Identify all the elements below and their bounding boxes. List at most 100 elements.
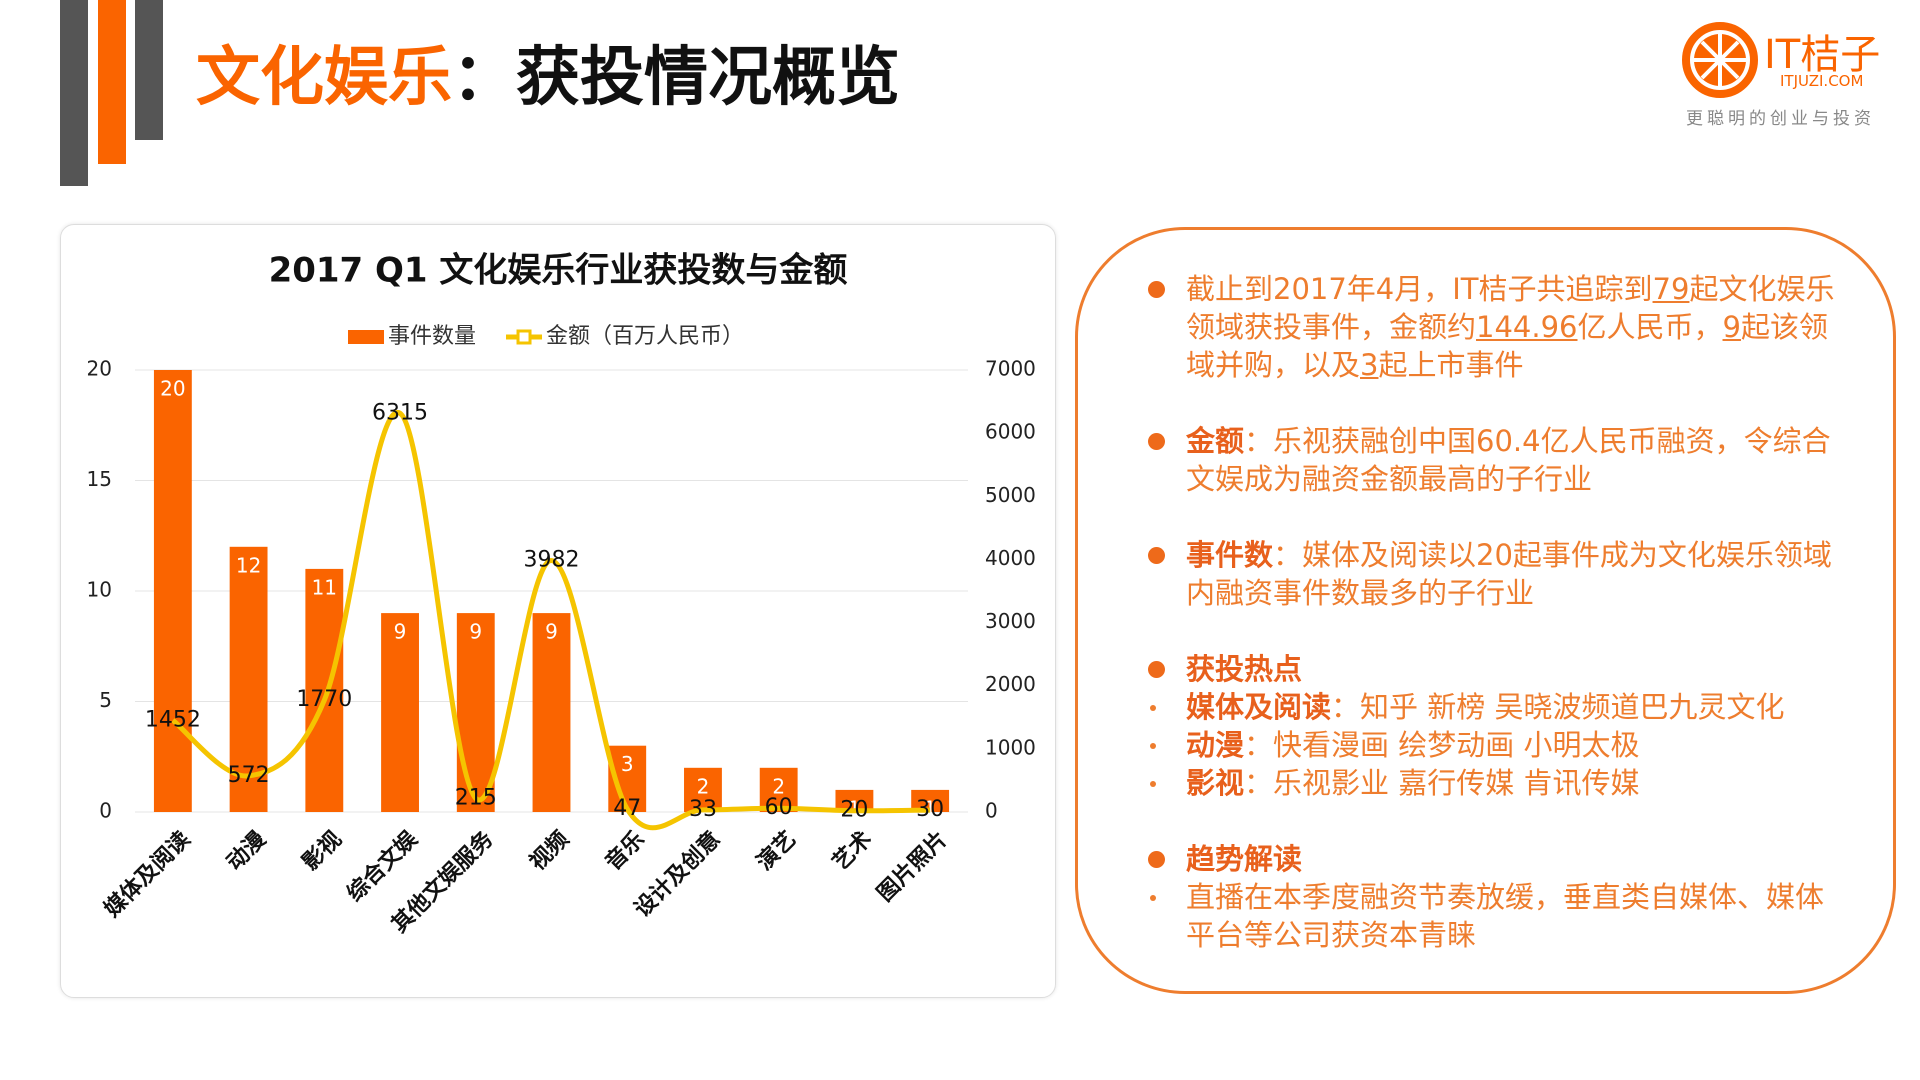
bar-value-label: 11 — [312, 575, 337, 599]
highlight-number: 79 — [1652, 272, 1690, 306]
sub-bullet — [1150, 781, 1156, 787]
y-tick-label: 0 — [99, 799, 112, 823]
panel-item: 金额：乐视获融创中国60.4亿人民币融资，令综合文娱成为融资金额最高的子行业 — [1148, 422, 1838, 498]
bar-value-label: 3 — [621, 752, 634, 776]
item-label: 获投热点 — [1186, 652, 1303, 686]
sub-label: 动漫 — [1186, 728, 1245, 762]
y2-tick-label: 6000 — [985, 420, 1036, 444]
y-tick-label: 15 — [87, 467, 112, 491]
x-tick-label: 综合文娱 — [342, 825, 423, 906]
chart-card — [60, 224, 1056, 998]
sub-bullet — [1150, 743, 1156, 749]
line-value-label: 47 — [613, 796, 641, 821]
sub-text: 直播在本季度融资节奏放缓，垂直类自媒体、媒体平台等公司获资本青睐 — [1186, 880, 1825, 952]
item-text: 亿人民币， — [1577, 310, 1723, 344]
info-panel: 截止到2017年4月，IT桔子共追踪到79起文化娱乐领域获投事件，金额约144.… — [1075, 227, 1896, 994]
logo-name: IT桔子 — [1764, 32, 1881, 78]
bar-value-label: 2 — [697, 774, 710, 798]
bar-value-label: 2 — [772, 774, 785, 798]
x-tick-label: 演艺 — [752, 826, 802, 876]
bar — [456, 613, 495, 812]
item-text: 起上市事件 — [1378, 348, 1524, 382]
bar-value-label: 20 — [160, 377, 185, 401]
line-value-label: 3982 — [524, 548, 580, 573]
line-value-label: 572 — [228, 763, 270, 788]
highlight-number: 3 — [1360, 348, 1379, 382]
bar — [532, 613, 571, 812]
bar — [381, 613, 419, 812]
bar — [153, 370, 192, 812]
x-tick-label: 视频 — [524, 826, 574, 876]
page-title: 文化娱乐：获投情况概览 — [196, 38, 900, 118]
sub-item: 媒体及阅读：知乎 新榜 吴晓波频道巴九灵文化 — [1148, 688, 1838, 726]
item-text: 截止到2017年4月，IT桔子共追踪到 — [1186, 272, 1653, 306]
y-tick-label: 10 — [87, 578, 112, 602]
sub-text: ：乐视影业 嘉行传媒 肯讯传媒 — [1244, 766, 1640, 800]
deco-bar — [98, 0, 126, 164]
line-value-label: 30 — [916, 797, 944, 822]
sub-item: 动漫：快看漫画 绘梦动画 小明太极 — [1148, 726, 1838, 764]
bar-value-label: 9 — [469, 620, 482, 644]
sub-text: ：知乎 新榜 吴晓波频道巴九灵文化 — [1331, 690, 1785, 724]
line-value-label: 1770 — [296, 687, 352, 712]
deco-bar — [60, 0, 88, 186]
panel-item: 获投热点 媒体及阅读：知乎 新榜 吴晓波频道巴九灵文化 动漫：快看漫画 绘梦动画 小… — [1148, 650, 1838, 802]
legend-swatch — [516, 329, 532, 345]
bar-value-label: 9 — [394, 620, 407, 644]
logo-icon — [1682, 22, 1758, 98]
item-label: 趋势解读 — [1186, 842, 1303, 876]
legend-swatch — [348, 330, 384, 344]
line-value-label: 20 — [840, 798, 868, 823]
logo-url: ITJUZI.COM — [1780, 72, 1864, 90]
bar — [684, 767, 722, 812]
bar-value-label: 12 — [236, 553, 261, 577]
highlight-number: 9 — [1722, 310, 1741, 344]
x-tick-label: 影视 — [297, 826, 347, 876]
item-line: 事件数：媒体及阅读以20起事件成为文化娱乐领域内融资事件数最多的子行业 — [1186, 536, 1838, 612]
item-line: 获投热点 — [1186, 650, 1838, 688]
item-text: 起该领域并购，以及 — [1186, 310, 1828, 382]
bar — [305, 568, 344, 812]
panel-item: 截止到2017年4月，IT桔子共追踪到79起文化娱乐领域获投事件，金额约144.… — [1148, 270, 1838, 384]
line-value-label: 60 — [765, 795, 793, 820]
y2-tick-label: 3000 — [985, 609, 1036, 633]
bullet — [1148, 661, 1165, 678]
item-text: ：媒体及阅读以20起事件成为文化娱乐领域内融资事件数最多的子行业 — [1186, 538, 1832, 610]
title-highlight: 文化娱乐 — [196, 41, 452, 115]
line-value-label: 33 — [689, 797, 717, 822]
y2-tick-label: 1000 — [985, 735, 1036, 759]
sub-item: 影视：乐视影业 嘉行传媒 肯讯传媒 — [1148, 764, 1838, 802]
bar — [229, 546, 268, 812]
y2-tick-label: 4000 — [985, 546, 1036, 570]
panel-body: 截止到2017年4月，IT桔子共追踪到79起文化娱乐领域获投事件，金额约144.… — [1148, 270, 1838, 992]
y2-tick-label: 7000 — [985, 357, 1036, 381]
panel-item: 趋势解读直播在本季度融资节奏放缓，垂直类自媒体、媒体平台等公司获资本青睐 — [1148, 840, 1838, 954]
line-value-label: 6315 — [372, 400, 428, 425]
line — [171, 410, 931, 831]
legend-label: 金额（百万人民币） — [546, 324, 744, 349]
item-text: 起文化娱乐领域获投事件，金额约 — [1186, 272, 1835, 344]
sub-bullet — [1150, 705, 1156, 711]
highlight-number: 144.96 — [1476, 310, 1578, 344]
logo-slogan: 更聪明的创业与投资 — [1686, 109, 1875, 129]
line-value-label: 1452 — [145, 707, 201, 732]
logo: IT桔子 ITJUZI.COM 更聪明的创业与投资 — [1680, 20, 1900, 130]
y-tick-label: 20 — [87, 357, 112, 381]
x-tick-label: 艺术 — [827, 826, 877, 876]
bar — [835, 789, 874, 812]
bullet — [1148, 547, 1165, 564]
panel-item: 事件数：媒体及阅读以20起事件成为文化娱乐领域内融资事件数最多的子行业 — [1148, 536, 1838, 612]
y2-tick-label: 0 — [985, 799, 998, 823]
sub-bullet — [1150, 895, 1156, 901]
bar — [759, 767, 798, 812]
y2-tick-label: 2000 — [985, 672, 1036, 696]
sub-item: 直播在本季度融资节奏放缓，垂直类自媒体、媒体平台等公司获资本青睐 — [1148, 878, 1838, 954]
line-value-label: 215 — [455, 785, 497, 810]
x-tick-label: 动漫 — [222, 827, 271, 876]
item-text: ：乐视获融创中国60.4亿人民币融资，令综合文娱成为融资金额最高的子行业 — [1186, 424, 1831, 496]
x-tick-label: 音乐 — [600, 826, 650, 876]
chart-title: 2017 Q1 文化娱乐行业获投数与金额 — [269, 251, 848, 291]
sub-label: 影视 — [1186, 766, 1245, 800]
item-line: 趋势解读 — [1186, 840, 1838, 878]
